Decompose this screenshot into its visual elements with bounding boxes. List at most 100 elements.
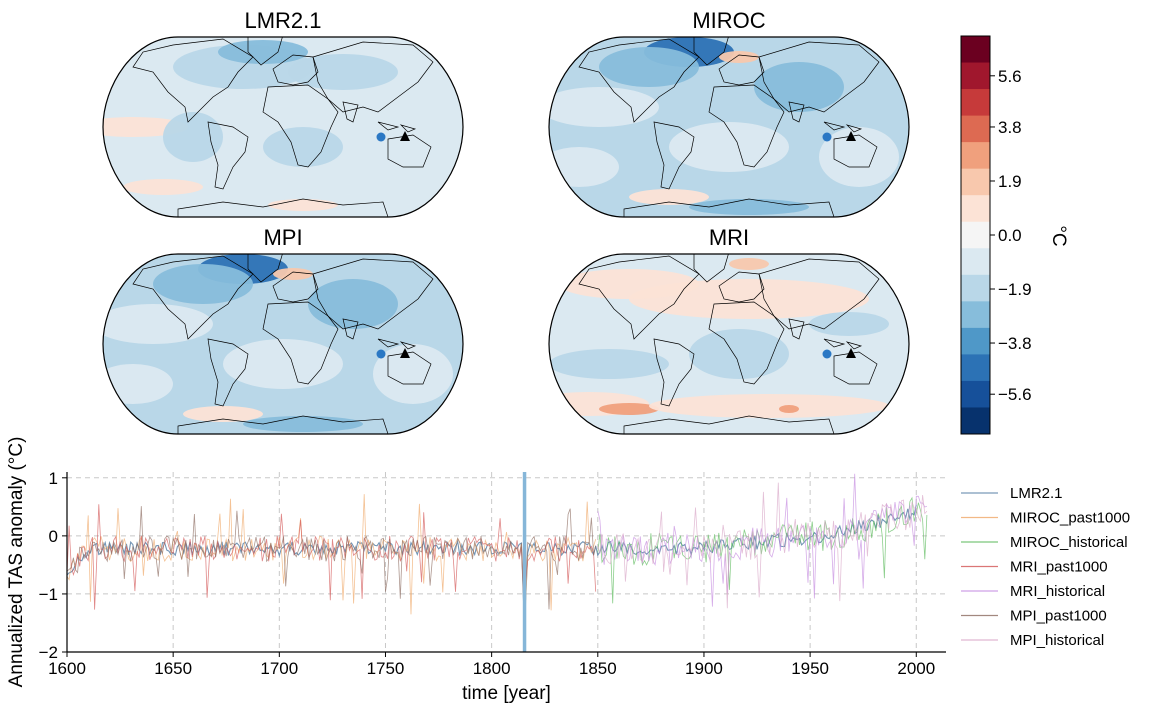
colorbar-segment xyxy=(961,195,990,223)
grid xyxy=(67,472,946,652)
y-tick-label: 1 xyxy=(49,469,58,488)
anomaly-patch xyxy=(819,127,899,187)
site-marker-circle xyxy=(822,349,832,359)
anomaly-patch xyxy=(779,405,799,413)
colorbar-segment xyxy=(961,301,990,329)
anomaly-patch xyxy=(689,329,789,379)
anomaly-patch xyxy=(153,264,253,304)
colorbar-tick-label: 3.8 xyxy=(998,118,1022,137)
anomaly-patch xyxy=(629,189,709,205)
x-tick-label: 1750 xyxy=(367,659,405,678)
colorbar-tick-label: 0.0 xyxy=(998,226,1022,245)
legend-label: MRI_historical xyxy=(1010,583,1105,600)
map-panel: MIROC xyxy=(548,8,910,218)
colorbar-tick-label: −3.8 xyxy=(998,334,1032,353)
colorbar-tick-label: 1.9 xyxy=(998,172,1022,191)
site-marker-circle xyxy=(822,132,832,142)
y-tick-label: −1 xyxy=(39,585,58,604)
colorbar-segment xyxy=(961,407,990,435)
legend-label: MIROC_past1000 xyxy=(1010,510,1130,527)
colorbar-unit-label: °C xyxy=(1048,225,1069,246)
y-tick-label: −2 xyxy=(39,643,58,662)
anomaly-patch xyxy=(218,40,308,64)
colorbar-segment xyxy=(961,221,990,249)
x-tick-label: 2000 xyxy=(897,659,935,678)
anomaly-patch xyxy=(243,416,363,432)
anomaly-patch xyxy=(163,112,223,162)
anomaly-patch xyxy=(308,279,398,329)
map-title: LMR2.1 xyxy=(244,8,321,33)
colorbar-segment xyxy=(961,168,990,196)
site-marker-circle xyxy=(376,349,386,359)
timeseries-plot: 1600 1650 1700 1750 1800 1850 1900 1950 2000 1 0 −1… xyxy=(6,437,946,704)
x-tick-label: 1850 xyxy=(579,659,617,678)
colorbar-segment xyxy=(961,354,990,382)
anomaly-patch xyxy=(559,269,699,299)
series-line xyxy=(66,506,597,610)
anomaly-patch xyxy=(719,51,759,63)
colorbar-segment xyxy=(961,327,990,355)
anomaly-patch xyxy=(223,339,343,389)
site-marker-triangle xyxy=(846,131,856,141)
legend-label: MPI_past1000 xyxy=(1010,608,1107,625)
x-tick-label: 1900 xyxy=(685,659,723,678)
anomaly-patch xyxy=(549,349,669,379)
colorbar-segment xyxy=(961,274,990,302)
site-marker-triangle xyxy=(400,348,410,358)
anomaly-patch xyxy=(649,394,889,418)
colorbar-tick-label: −1.9 xyxy=(998,280,1032,299)
x-tick-label: 1950 xyxy=(791,659,829,678)
series-line xyxy=(66,494,597,615)
series-line xyxy=(597,496,928,604)
x-tick-label: 1650 xyxy=(154,659,192,678)
map-panels: LMR2.1 MIROC MPI MRI xyxy=(102,8,910,435)
colorbar: 5.6 3.8 1.9 0.0 −1.9 −3.8 −5.6 °C xyxy=(960,35,1069,435)
anomaly-patch xyxy=(288,54,398,90)
series-lines xyxy=(66,473,928,615)
legend-label: MIROC_historical xyxy=(1010,534,1128,551)
site-marker-triangle xyxy=(846,348,856,358)
anomaly-patch xyxy=(103,117,188,137)
map-panel: LMR2.1 xyxy=(102,8,464,218)
anomaly-patch xyxy=(183,406,263,422)
y-tick-label: 0 xyxy=(49,527,58,546)
legend-label: MRI_past1000 xyxy=(1010,559,1108,576)
anomaly-patch xyxy=(268,199,338,211)
colorbar-segment xyxy=(961,62,990,90)
x-tick-label: 1600 xyxy=(48,659,86,678)
legend: LMR2.1 MIROC_past1000 MIROC_historical MRI_… xyxy=(961,485,1130,649)
x-tick-label: 1700 xyxy=(260,659,298,678)
anomaly-patch xyxy=(754,62,844,112)
series-line xyxy=(597,482,928,609)
legend-label: MPI_historical xyxy=(1010,632,1104,649)
anomaly-patch xyxy=(549,87,659,127)
map-panel: MRI xyxy=(548,225,910,435)
anomaly-patch xyxy=(103,304,213,344)
anomaly-patch xyxy=(729,258,769,270)
colorbar-segment xyxy=(961,36,990,64)
series-line xyxy=(597,473,928,607)
site-marker-triangle xyxy=(400,131,410,141)
x-axis-label: time [year] xyxy=(462,683,551,704)
x-tick-label: 1800 xyxy=(473,659,511,678)
anomaly-patch xyxy=(263,127,343,167)
anomaly-patch xyxy=(273,268,313,280)
map-title: MRI xyxy=(709,225,749,250)
anomaly-patch xyxy=(549,147,619,187)
site-marker-circle xyxy=(376,132,386,142)
anomaly-patch xyxy=(669,122,789,172)
anomaly-patch xyxy=(599,403,659,415)
colorbar-tick-label: −5.6 xyxy=(998,385,1032,404)
series-line xyxy=(66,504,597,610)
colorbar-segment xyxy=(961,142,990,170)
colorbar-tick-label: 5.6 xyxy=(998,67,1022,86)
anomaly-patch xyxy=(599,47,699,87)
colorbar-segment xyxy=(961,380,990,408)
colorbar-segment xyxy=(961,115,990,143)
y-axis-label: Annualized TAS anomaly (°C) xyxy=(6,437,27,688)
series-line xyxy=(66,504,917,601)
anomaly-patch xyxy=(689,199,809,215)
anomaly-patch xyxy=(123,179,203,195)
map-title: MPI xyxy=(263,225,302,250)
axes: 1600 1650 1700 1750 1800 1850 1900 1950 2000 1 0 −1… xyxy=(39,469,946,678)
